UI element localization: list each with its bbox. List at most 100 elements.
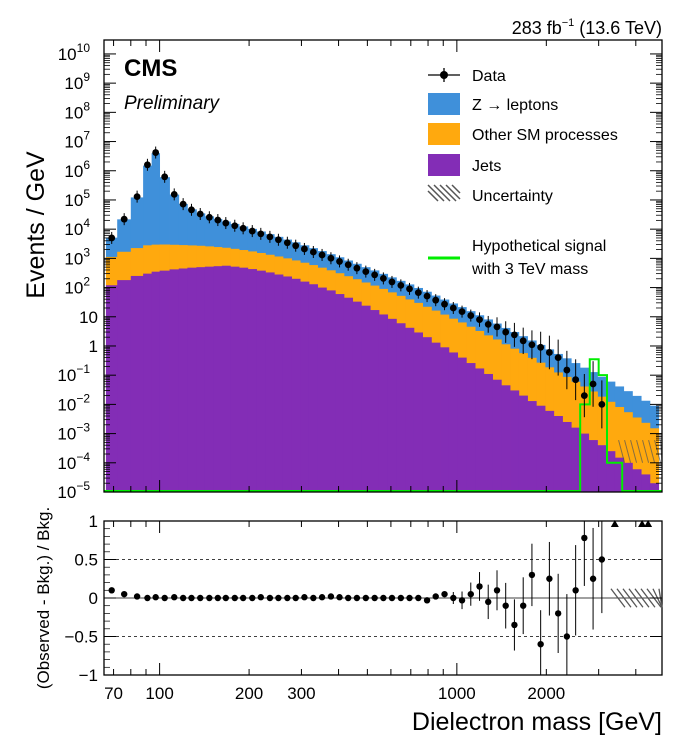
data-marker-41 (476, 316, 483, 324)
uncertainty-hatch-4 (642, 439, 650, 463)
data-point-51 (563, 350, 571, 390)
ratio-marker-6 (171, 594, 178, 601)
y-tick-label-4: 10−1 (57, 362, 90, 385)
data-point-39 (458, 305, 466, 318)
hist-bar-other-56 (606, 401, 616, 492)
data-marker-32 (397, 281, 405, 289)
data-marker-5 (161, 173, 169, 181)
ratio-point-24 (327, 593, 335, 600)
data-point-31 (388, 275, 396, 288)
ratio-marker-44 (502, 602, 509, 609)
ratio-marker-27 (353, 594, 361, 602)
signal-line (104, 358, 662, 492)
legend-data-marker (440, 71, 448, 79)
ratio-marker-37 (441, 590, 448, 598)
y-axis-title: Events / GeV (22, 151, 50, 299)
y-tick-label-5: 1 (89, 337, 98, 356)
ratio-y-tick-label-4: 1 (89, 512, 98, 531)
ratio-point-0 (108, 587, 115, 594)
data-point-42 (484, 315, 492, 333)
hist-bar-jets-25 (335, 294, 345, 492)
y-tick-label-3: 10−2 (57, 391, 90, 414)
ratio-point-12 (222, 594, 230, 602)
ratio-marker-33 (406, 594, 413, 602)
data-point-29 (371, 268, 379, 281)
data-point-54 (589, 361, 597, 407)
y-tick-label-10: 105 (64, 187, 90, 210)
ratio-point-4 (152, 594, 159, 601)
data-marker-24 (327, 254, 335, 262)
hist-bar-jets-32 (396, 323, 406, 492)
hist-bar-other-61 (649, 428, 660, 492)
y-tick-label-15: 1010 (58, 41, 91, 64)
y-tick-label-7: 102 (64, 275, 90, 298)
data-marker-30 (379, 275, 387, 282)
hist-bar-jets-1 (117, 280, 132, 492)
hist-bar-jets-46 (518, 395, 528, 492)
hist-bar-jets-41 (475, 368, 485, 492)
data-point-3 (144, 158, 151, 171)
ratio-point-40 (467, 582, 474, 606)
ratio-point-9 (197, 594, 204, 602)
hist-bar-jets-6 (169, 269, 180, 492)
legend-entry-uncertainty: Uncertainty (427, 184, 553, 205)
data-marker-3 (144, 161, 151, 169)
ratio-point-36 (432, 593, 439, 600)
hist-bar-jets-24 (326, 290, 336, 492)
data-marker-38 (449, 304, 457, 312)
data-marker-0 (108, 234, 116, 242)
data-marker-54 (589, 380, 597, 388)
y-tick-label-13: 108 (64, 99, 90, 122)
ratio-point-5 (161, 594, 168, 602)
ratio-point-34 (415, 594, 422, 602)
hist-bar-jets-51 (562, 421, 572, 492)
hist-bar-jets-33 (405, 327, 415, 492)
data-marker-44 (502, 328, 510, 336)
ratio-marker-46 (520, 602, 527, 609)
ratio-y-axis-title: (Observed - Bkg.) / Bkg. (34, 507, 53, 689)
ratio-marker-47 (528, 571, 536, 579)
ratio-point-48 (537, 610, 544, 675)
ratio-marker-13 (231, 594, 238, 602)
data-point-53 (580, 373, 588, 418)
legend-z-label: Z → leptons (472, 97, 558, 114)
data-point-23 (318, 248, 326, 261)
ratio-marker-4 (152, 594, 159, 601)
data-marker-17 (266, 233, 274, 241)
data-marker-39 (458, 308, 466, 316)
data-point-47 (528, 330, 536, 360)
data-point-43 (493, 317, 501, 337)
y-tick-label-8: 103 (64, 245, 90, 268)
data-point-33 (406, 282, 413, 295)
legend-jets-label: Jets (472, 158, 501, 175)
data-point-8 (188, 203, 195, 216)
legend-signal-label-2: with 3 TeV mass (471, 261, 588, 278)
ratio-y-tick-label-1: −0.5 (64, 628, 98, 647)
ratio-point-41 (476, 572, 483, 601)
ratio-marker-5 (161, 594, 168, 602)
legend-entry-z: Z → leptons (428, 93, 558, 115)
x-axis-title: Dielectron mass [GeV] (412, 708, 662, 736)
data-point-35 (423, 290, 431, 303)
hist-bar-jets-31 (387, 318, 397, 492)
ratio-point-1 (120, 590, 128, 598)
main-frame (103, 39, 663, 493)
ratio-point-27 (353, 594, 361, 602)
ratio-marker-30 (380, 594, 387, 602)
ratio-marker-8 (188, 594, 195, 602)
data-marker-22 (309, 248, 317, 256)
ratio-point-2 (133, 593, 141, 600)
hist-bar-other-55 (597, 396, 607, 492)
data-marker-28 (362, 268, 370, 276)
ratio-marker-48 (537, 641, 544, 648)
legend-signal-label-1: Hypothetical signal (472, 238, 606, 255)
ratio-overflow-arrow-2 (644, 520, 653, 527)
ratio-marker-42 (485, 598, 492, 606)
hist-bar-jets-34 (413, 332, 423, 492)
legend-data-label: Data (472, 68, 506, 85)
ratio-overflow-arrow-0 (610, 520, 619, 527)
data-point-20 (292, 239, 300, 252)
data-point-32 (397, 279, 405, 292)
ratio-point-11 (214, 594, 222, 602)
ratio-point-42 (485, 584, 492, 620)
